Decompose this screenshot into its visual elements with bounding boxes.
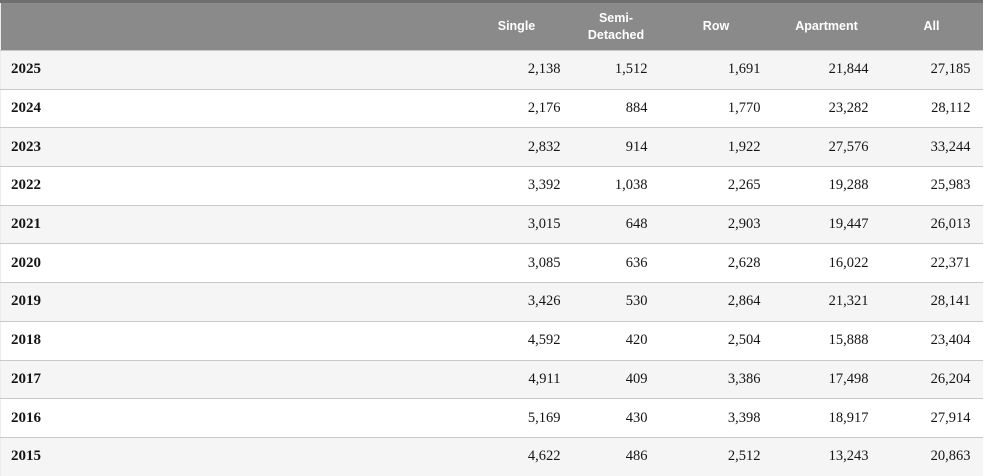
cell-value: 18,917 [828,409,869,426]
cell-value: 23,282 [828,100,869,117]
cell-value: 21,844 [828,61,869,78]
cell-value: 3,392 [527,177,561,194]
cell-value: 2,138 [527,61,561,78]
cell-value: 1,770 [727,100,761,117]
cell-value: 2,265 [727,177,761,194]
row-year-label: 2018 [11,332,41,349]
cell-value: 23,404 [930,332,971,349]
cell-value: 13,243 [828,448,869,465]
table-row: 2019 3,426 530 2,864 21,321 28,141 [0,282,983,322]
column-header-apartment: Apartment [772,0,881,51]
cell-value: 530 [625,293,648,310]
cell-value: 914 [625,138,648,155]
table-row: 2021 3,015 648 2,903 19,447 26,013 [0,205,983,244]
cell-value: 27,576 [828,138,869,155]
cell-value: 420 [625,332,648,349]
table-row: 2024 2,176 884 1,770 23,282 28,112 [0,89,983,128]
row-year-label: 2020 [11,254,41,271]
cell-value: 648 [625,216,648,233]
cell-value: 3,015 [527,216,561,233]
cell-value: 3,398 [727,409,761,426]
cell-value: 1,922 [727,138,761,155]
cell-value: 19,447 [828,216,869,233]
cell-value: 26,204 [930,370,971,387]
column-header-single: Single [460,0,573,51]
column-header-semi-detached: Semi-Detached [572,0,660,51]
table-row: 2018 4,592 420 2,504 15,888 23,404 [0,321,983,360]
cell-value: 4,622 [527,448,561,465]
cell-value: 2,903 [727,216,761,233]
table-row: 2020 3,085 636 2,628 16,022 22,371 [0,243,983,283]
cell-value: 26,013 [930,216,971,233]
table-row: 2015 4,622 486 2,512 13,243 20,863 [0,437,983,476]
row-year-label: 2021 [11,216,41,233]
table-header-row: Single Semi-Detached Row Apartment All [0,0,983,51]
cell-value: 2,176 [527,100,561,117]
row-year-label: 2017 [11,370,41,387]
cell-value: 27,185 [930,61,971,78]
cell-value: 3,386 [727,370,761,387]
cell-value: 486 [625,448,648,465]
column-header-row: Row [659,0,773,51]
cell-value: 2,628 [727,254,761,271]
cell-value: 27,914 [930,409,971,426]
cell-value: 2,832 [527,138,561,155]
table-row: 2017 4,911 409 3,386 17,498 26,204 [0,360,983,399]
cell-value: 22,371 [930,254,971,271]
table-row: 2025 2,138 1,512 1,691 21,844 27,185 [0,50,983,90]
row-year-label: 2023 [11,138,41,155]
table-body: 2025 2,138 1,512 1,691 21,844 27,185 2024 2,176… [0,50,983,476]
cell-value: 28,112 [931,100,971,117]
table-row: 2016 5,169 430 3,398 18,917 27,914 [0,398,983,438]
row-year-label: 2019 [11,293,41,310]
cell-value: 3,426 [527,293,561,310]
cell-value: 20,863 [930,448,971,465]
cell-value: 21,321 [828,293,869,310]
cell-value: 430 [625,409,648,426]
cell-value: 28,141 [930,293,971,310]
cell-value: 25,983 [930,177,971,194]
cell-value: 884 [625,100,648,117]
cell-value: 2,504 [727,332,761,349]
cell-value: 5,169 [527,409,561,426]
cell-value: 1,512 [614,61,648,78]
row-year-label: 2016 [11,409,41,426]
cell-value: 4,592 [527,332,561,349]
table-row: 2023 2,832 914 1,922 27,576 33,244 [0,127,983,167]
cell-value: 2,864 [727,293,761,310]
cell-value: 19,288 [828,177,869,194]
cell-value: 1,691 [727,61,761,78]
cell-value: 16,022 [828,254,869,271]
cell-value: 2,512 [727,448,761,465]
year-column-header [0,0,461,51]
table-header: Single Semi-Detached Row Apartment All [0,0,983,51]
cell-value: 636 [625,254,648,271]
row-year-label: 2024 [11,100,41,117]
cell-value: 15,888 [828,332,869,349]
cell-value: 3,085 [527,254,561,271]
column-header-all: All [880,0,983,51]
row-year-label: 2022 [11,177,41,194]
cell-value: 33,244 [930,138,971,155]
cell-value: 4,911 [528,370,561,387]
row-year-label: 2015 [11,448,41,465]
table-row: 2022 3,392 1,038 2,265 19,288 25,983 [0,166,983,206]
cell-value: 17,498 [828,370,869,387]
row-year-label: 2025 [11,61,41,78]
cell-value: 409 [625,370,648,387]
cell-value: 1,038 [614,177,648,194]
